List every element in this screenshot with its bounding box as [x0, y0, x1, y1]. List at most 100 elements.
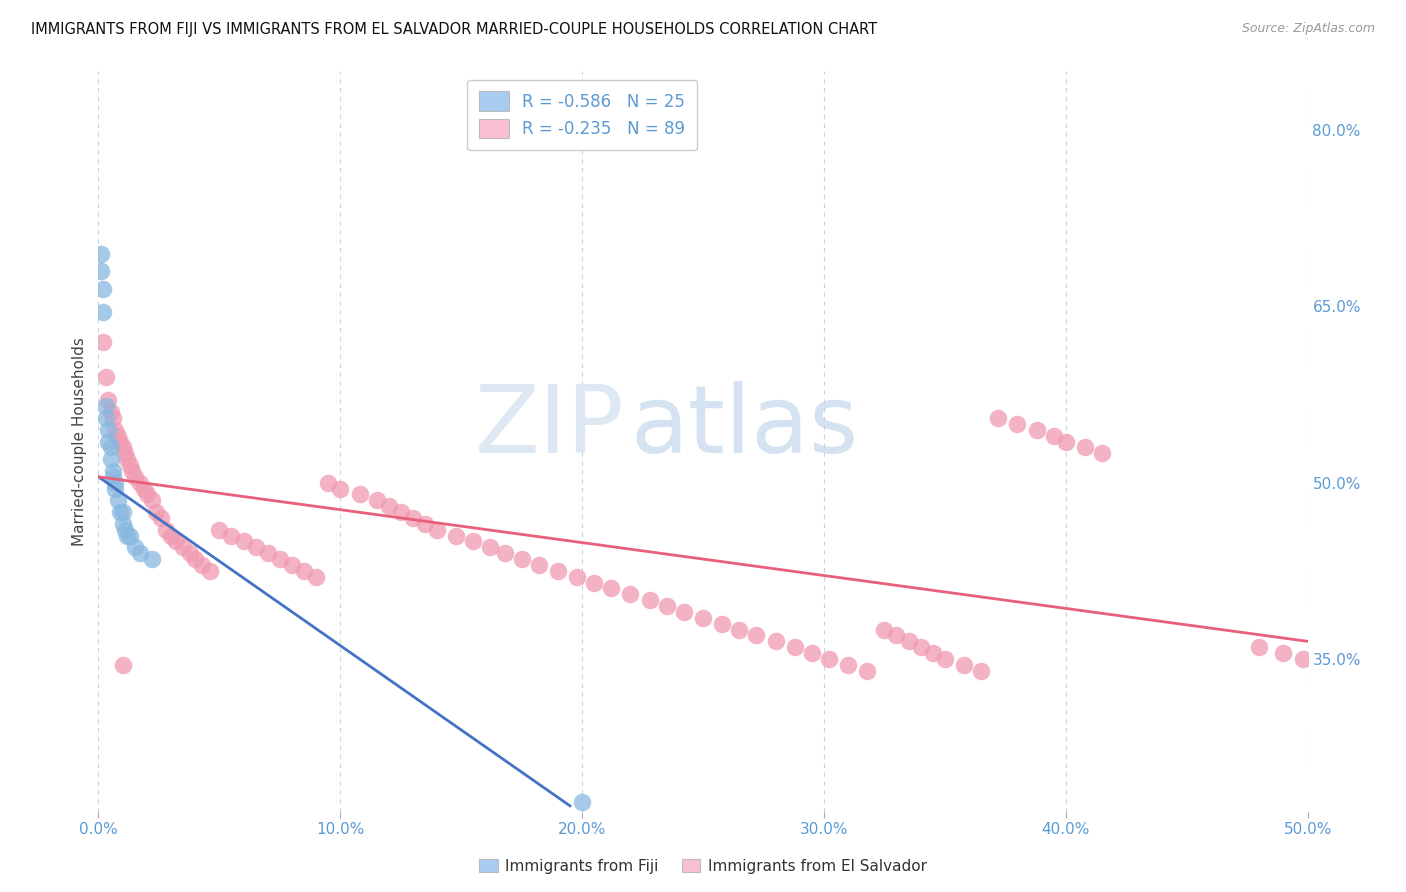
Legend: R = -0.586   N = 25, R = -0.235   N = 89: R = -0.586 N = 25, R = -0.235 N = 89: [467, 79, 697, 150]
Point: [134, 482, 156, 496]
Point: [94, 370, 117, 384]
Point: [800, 646, 823, 660]
Point: [837, 657, 859, 672]
Point: [377, 499, 399, 513]
Point: [783, 640, 806, 655]
Point: [117, 452, 139, 467]
Point: [245, 541, 267, 555]
Text: Source: ZipAtlas.com: Source: ZipAtlas.com: [1241, 22, 1375, 36]
Point: [124, 541, 146, 555]
Point: [191, 558, 214, 572]
Point: [91, 305, 114, 319]
Point: [711, 616, 734, 631]
Point: [111, 505, 134, 519]
Point: [1272, 646, 1295, 660]
Point: [269, 552, 291, 566]
Point: [165, 534, 187, 549]
Point: [101, 464, 124, 478]
Point: [145, 505, 167, 519]
Point: [104, 482, 127, 496]
Point: [692, 611, 714, 625]
Point: [111, 441, 134, 455]
Point: [141, 552, 163, 566]
Point: [91, 282, 114, 296]
Point: [111, 657, 134, 672]
Point: [1042, 428, 1064, 442]
Point: [150, 511, 173, 525]
Point: [817, 652, 839, 666]
Point: [292, 564, 315, 578]
Point: [108, 505, 131, 519]
Point: [1091, 446, 1114, 460]
Point: [208, 523, 231, 537]
Point: [856, 664, 879, 678]
Point: [413, 516, 436, 531]
Point: [479, 541, 502, 555]
Point: [97, 434, 120, 449]
Point: [90, 246, 112, 260]
Point: [1025, 423, 1047, 437]
Y-axis label: Married-couple Households: Married-couple Households: [72, 337, 87, 546]
Point: [94, 399, 117, 413]
Point: [111, 516, 134, 531]
Point: [172, 541, 194, 555]
Point: [765, 634, 787, 648]
Point: [114, 446, 136, 460]
Point: [402, 511, 425, 525]
Point: [745, 628, 768, 642]
Point: [104, 423, 127, 437]
Point: [135, 487, 157, 501]
Point: [198, 564, 221, 578]
Point: [897, 634, 920, 648]
Point: [221, 528, 243, 542]
Point: [305, 570, 328, 584]
Point: [728, 623, 751, 637]
Legend: Immigrants from Fiji, Immigrants from El Salvador: Immigrants from Fiji, Immigrants from El…: [474, 853, 932, 880]
Point: [107, 428, 129, 442]
Text: ZIP: ZIP: [475, 381, 624, 473]
Point: [389, 505, 412, 519]
Point: [571, 795, 593, 809]
Point: [281, 558, 304, 572]
Point: [100, 452, 122, 467]
Point: [1007, 417, 1029, 431]
Point: [510, 552, 533, 566]
Point: [108, 434, 131, 449]
Point: [179, 546, 201, 560]
Point: [329, 482, 352, 496]
Point: [366, 493, 388, 508]
Point: [128, 546, 150, 560]
Point: [567, 570, 589, 584]
Point: [121, 464, 143, 478]
Point: [494, 546, 516, 560]
Point: [118, 528, 141, 542]
Point: [619, 587, 641, 601]
Point: [426, 523, 449, 537]
Point: [97, 423, 120, 437]
Point: [101, 470, 124, 484]
Point: [1054, 434, 1077, 449]
Point: [91, 334, 114, 349]
Point: [100, 405, 122, 419]
Point: [94, 411, 117, 425]
Point: [446, 528, 468, 542]
Point: [316, 475, 339, 490]
Point: [141, 493, 163, 508]
Point: [184, 552, 207, 566]
Point: [600, 582, 623, 596]
Text: IMMIGRANTS FROM FIJI VS IMMIGRANTS FROM EL SALVADOR MARRIED-COUPLE HOUSEHOLDS CO: IMMIGRANTS FROM FIJI VS IMMIGRANTS FROM …: [31, 22, 877, 37]
Point: [934, 652, 956, 666]
Point: [987, 411, 1010, 425]
Point: [1249, 640, 1271, 655]
Point: [232, 534, 254, 549]
Point: [128, 475, 150, 490]
Point: [97, 393, 120, 408]
Point: [155, 523, 177, 537]
Point: [655, 599, 678, 613]
Point: [1292, 652, 1315, 666]
Point: [101, 411, 124, 425]
Point: [527, 558, 550, 572]
Point: [114, 523, 136, 537]
Point: [349, 487, 371, 501]
Point: [953, 657, 976, 672]
